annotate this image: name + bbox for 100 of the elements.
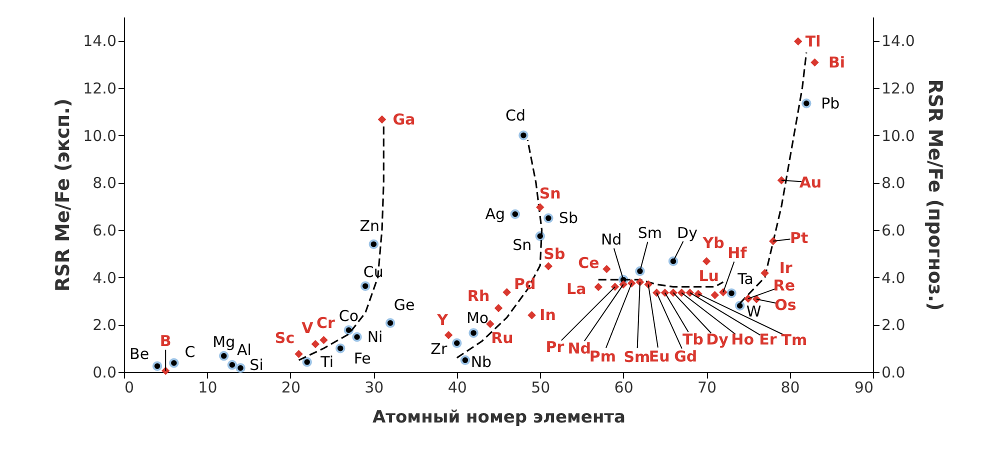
y2-axis-title: RSR Me/Fe (прогноз.) — [924, 79, 946, 311]
annotation: La — [566, 280, 586, 298]
point — [726, 288, 736, 298]
annotation: Ir — [779, 259, 793, 278]
point — [378, 115, 386, 124]
annotation: Ce — [578, 254, 600, 272]
annotation: Pm — [589, 347, 616, 366]
point — [734, 300, 745, 311]
point — [544, 213, 554, 224]
point — [660, 288, 670, 297]
y2-tick-label: 6.0 — [882, 222, 906, 240]
annotation: Fe — [354, 349, 371, 368]
point — [602, 264, 611, 274]
point — [385, 318, 396, 328]
point — [494, 304, 503, 312]
annotation: Dy — [677, 224, 698, 242]
y2-tick-label: 2.0 — [882, 316, 906, 334]
annotation: In — [540, 306, 556, 324]
point — [452, 338, 462, 348]
annotation: Sc — [274, 329, 295, 348]
annotation: Ga — [392, 110, 416, 128]
point — [719, 288, 728, 296]
annotation: Pd — [514, 275, 536, 294]
annotation: Dy — [706, 330, 729, 349]
annotation: Si — [250, 356, 264, 374]
annotation: Mo — [466, 308, 489, 327]
point — [294, 350, 303, 358]
annotation: Zn — [360, 217, 380, 236]
y-tick-label: 2.0 — [92, 316, 116, 334]
annotation: Sm — [638, 224, 662, 242]
annotation: Eu — [648, 347, 670, 366]
point — [227, 360, 238, 370]
y2-tick-label: 14.0 — [882, 32, 915, 50]
annotation: Rh — [467, 287, 490, 306]
y2-tick-label: 10.0 — [882, 126, 915, 145]
x-tick-label: 70 — [698, 378, 717, 396]
annotation: Ti — [320, 353, 334, 372]
annotation: Os — [774, 296, 796, 314]
x-tick-label: 90 — [854, 378, 874, 396]
annotation: Sn — [539, 184, 561, 202]
point — [652, 288, 661, 297]
annotation: Ru — [491, 328, 514, 347]
annotation: Ag — [485, 205, 506, 224]
annotation: Cr — [316, 314, 336, 332]
y2-tick-label: 12.0 — [882, 80, 915, 98]
annotation: Ge — [394, 296, 415, 314]
annotation: Be — [130, 345, 150, 364]
annotation: Co — [338, 307, 359, 326]
point — [744, 294, 752, 303]
point — [544, 262, 553, 270]
point — [169, 358, 179, 368]
annotation: Sm — [624, 348, 650, 366]
y-tick-label: 0.0 — [92, 364, 116, 382]
point — [594, 282, 602, 292]
point — [218, 351, 229, 361]
point — [502, 288, 511, 296]
annotation: Tm — [781, 330, 808, 349]
point — [668, 256, 678, 266]
point — [320, 336, 328, 344]
annotation: Pt — [790, 229, 808, 248]
y-tick-label: 8.0 — [92, 174, 116, 192]
annotation: W — [746, 302, 762, 321]
point — [344, 325, 354, 335]
x-tick-label: 40 — [448, 378, 467, 396]
point — [760, 268, 769, 278]
point — [619, 280, 628, 289]
annotation: Bi — [828, 53, 846, 72]
x-tick-label: 60 — [614, 378, 634, 396]
x-tick-label: 30 — [364, 378, 384, 396]
annotation: Ni — [367, 328, 383, 346]
y2-tick-label: 8.0 — [882, 174, 906, 192]
annotation: Ta — [736, 270, 754, 288]
y-tick-label: 10.0 — [83, 126, 116, 145]
annotation: Re — [773, 276, 796, 295]
point — [810, 58, 819, 67]
point — [794, 37, 802, 46]
annotation: C — [184, 343, 196, 362]
annotation: Gd — [674, 348, 698, 366]
x-tick-label: 20 — [281, 378, 300, 396]
point — [236, 363, 246, 373]
annotation: Tl — [805, 32, 821, 50]
x-tick-label: 0 — [124, 378, 134, 396]
annotation: Sb — [544, 245, 566, 264]
annotation: Cu — [363, 263, 384, 282]
annotation: Nb — [470, 353, 492, 372]
point — [302, 357, 312, 367]
annotation: Cd — [505, 106, 526, 124]
y2-tick-label: 0.0 — [882, 364, 906, 382]
y-tick-label: 4.0 — [92, 268, 116, 287]
point — [536, 203, 544, 212]
point — [702, 257, 711, 266]
x-tick-label: 10 — [198, 378, 218, 396]
point — [528, 311, 536, 320]
point — [518, 130, 528, 140]
y-tick-label: 14.0 — [83, 32, 116, 50]
annotation: Sb — [558, 209, 578, 228]
point — [444, 330, 453, 340]
y-axis-title: RSR Me/Fe (эксп.) — [52, 98, 74, 292]
annotation: Yb — [702, 234, 725, 252]
point — [802, 98, 812, 108]
